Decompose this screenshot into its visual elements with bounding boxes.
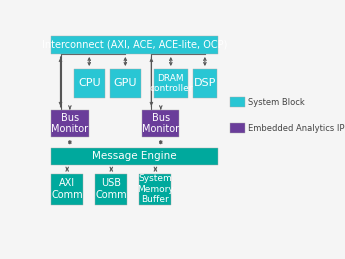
Bar (51, 174, 83, 205)
Bar (193, 69, 217, 98)
Text: DRAM
controller: DRAM controller (149, 74, 193, 93)
Text: GPU: GPU (114, 78, 137, 88)
Text: CPU: CPU (78, 78, 100, 88)
Bar (230, 123, 245, 133)
Text: USB
Comm: USB Comm (96, 178, 127, 200)
Bar (154, 69, 188, 98)
Text: Message Engine: Message Engine (92, 151, 177, 161)
Text: Bus
Monitor: Bus Monitor (51, 112, 88, 134)
Bar (51, 148, 218, 165)
Bar (142, 110, 179, 137)
Bar (51, 36, 218, 54)
Text: Interconnect (AXI, ACE, ACE-lite, OCP): Interconnect (AXI, ACE, ACE-lite, OCP) (42, 40, 227, 50)
Bar (95, 174, 127, 205)
Text: Embedded Analytics IP: Embedded Analytics IP (248, 124, 345, 133)
Bar (139, 174, 171, 205)
Text: System Block: System Block (248, 98, 305, 106)
Bar (110, 69, 141, 98)
Bar (74, 69, 105, 98)
Text: AXI
Comm: AXI Comm (51, 178, 83, 200)
Text: DSP: DSP (194, 78, 216, 88)
Text: Bus
Monitor: Bus Monitor (142, 112, 179, 134)
Text: System
Memory
Buffer: System Memory Buffer (137, 174, 174, 204)
Bar (230, 97, 245, 107)
Bar (51, 110, 89, 137)
